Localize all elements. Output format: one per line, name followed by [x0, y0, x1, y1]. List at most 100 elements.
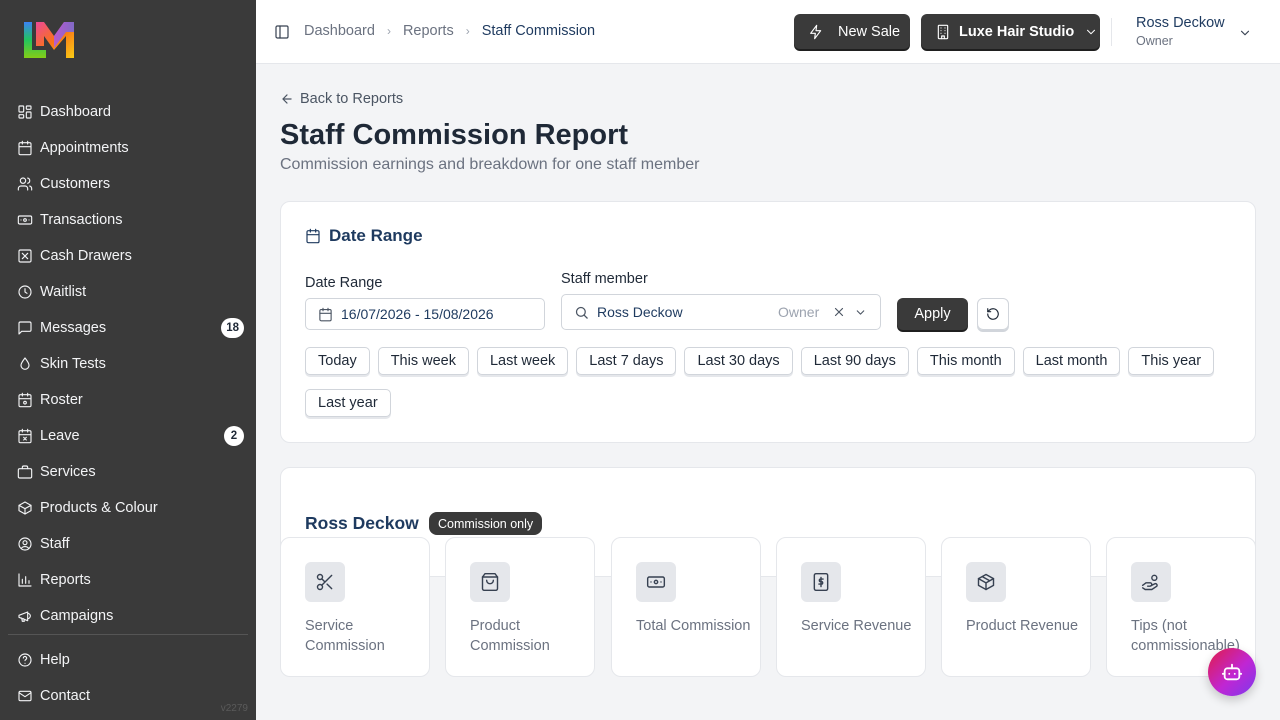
sidebar-item-campaigns[interactable]: Campaigns — [8, 598, 248, 634]
top-bar: Dashboard › Reports › Staff Commission N… — [256, 0, 1280, 64]
studio-label: Luxe Hair Studio — [959, 23, 1075, 40]
apply-button[interactable]: Apply — [897, 298, 968, 330]
preset-this-month[interactable]: This month — [916, 347, 1015, 375]
sidebar-item-label: Waitlist — [40, 284, 87, 300]
sidebar-footer-nav: Help Contact — [8, 642, 248, 714]
sidebar-item-staff[interactable]: Staff — [8, 526, 248, 562]
sidebar-item-label: Leave — [40, 428, 80, 444]
page-subtitle: Commission earnings and breakdown for on… — [280, 156, 700, 173]
new-sale-label: New Sale — [838, 23, 901, 40]
breadcrumb-current: Staff Commission — [481, 23, 596, 39]
calendar-x-icon — [16, 427, 34, 445]
sidebar-item-customers[interactable]: Customers — [8, 166, 248, 202]
sidebar-item-label: Appointments — [40, 140, 129, 156]
preset-last-month[interactable]: Last month — [1022, 347, 1121, 375]
help-icon — [16, 651, 34, 669]
user-circle-icon — [16, 535, 34, 553]
sidebar-toggle-icon[interactable] — [274, 24, 290, 40]
hand-coins-icon — [1131, 562, 1171, 602]
breadcrumb-dashboard[interactable]: Dashboard — [304, 23, 375, 39]
app-logo[interactable] — [22, 20, 76, 60]
preset-last-week[interactable]: Last week — [476, 347, 569, 375]
stat-label: Service Revenue — [801, 618, 912, 634]
staff-name: Ross Deckow — [305, 513, 419, 533]
clear-icon[interactable] — [832, 305, 846, 319]
sidebar-item-contact[interactable]: Contact — [8, 678, 248, 714]
sidebar-item-label: Roster — [40, 392, 83, 408]
studio-switcher-button[interactable]: Luxe Hair Studio — [921, 14, 1100, 49]
stat-label: Product Revenue — [966, 618, 1079, 634]
sidebar-item-waitlist[interactable]: Waitlist — [8, 274, 248, 310]
preset-last-90-days[interactable]: Last 90 days — [800, 347, 909, 375]
calendar-icon — [16, 139, 34, 157]
chevron-down-icon[interactable] — [854, 306, 867, 319]
sidebar-item-transactions[interactable]: Transactions — [8, 202, 248, 238]
chevron-right-icon: › — [465, 24, 470, 38]
sidebar-item-appointments[interactable]: Appointments — [8, 130, 248, 166]
receipt-dollar-icon — [801, 562, 841, 602]
user-name: Ross Deckow — [1136, 15, 1225, 31]
breadcrumb-reports[interactable]: Reports — [402, 23, 454, 39]
roster-icon — [16, 391, 34, 409]
sidebar-item-label: Campaigns — [40, 608, 114, 624]
staff-member-select[interactable]: Ross Deckow Owner — [561, 294, 881, 330]
sidebar-item-label: Skin Tests — [40, 356, 106, 372]
sidebar-item-skin-tests[interactable]: Skin Tests — [8, 346, 248, 382]
user-role: Owner — [1136, 34, 1173, 48]
clock-icon — [16, 283, 34, 301]
stat-label: Product Commission — [470, 618, 550, 654]
assistant-button[interactable] — [1208, 648, 1256, 696]
chevron-down-icon — [1087, 29, 1096, 34]
sidebar-item-roster[interactable]: Roster — [8, 382, 248, 418]
preset-last-30-days[interactable]: Last 30 days — [684, 347, 793, 375]
staff-member-label: Staff member — [561, 271, 648, 287]
shopping-bag-icon — [470, 562, 510, 602]
stat-card-service-revenue: Service Revenue — [776, 537, 926, 677]
sidebar-item-label: Transactions — [40, 212, 123, 228]
sidebar-nav: Dashboard Appointments Customers Transac… — [8, 94, 248, 634]
stat-card-product-revenue: Product Revenue — [941, 537, 1091, 677]
users-icon — [16, 175, 34, 193]
preset-this-year[interactable]: This year — [1128, 347, 1215, 375]
preset-last-7-days[interactable]: Last 7 days — [576, 347, 677, 375]
sidebar-item-label: Help — [40, 652, 70, 668]
bot-icon — [1221, 663, 1243, 681]
preset-this-week[interactable]: This week — [377, 347, 469, 375]
sidebar-item-services[interactable]: Services — [8, 454, 248, 490]
messages-count-badge: 18 — [221, 318, 244, 338]
preset-today[interactable]: Today — [305, 347, 370, 375]
page-title: Staff Commission Report — [280, 119, 629, 151]
sidebar-item-label: Services — [40, 464, 96, 480]
sidebar-item-reports[interactable]: Reports — [8, 562, 248, 598]
bar-chart-icon — [16, 571, 34, 589]
date-presets: Today This week Last week Last 7 days La… — [305, 347, 1235, 417]
staff-member-role: Owner — [778, 304, 820, 320]
preset-last-year[interactable]: Last year — [305, 389, 391, 417]
sidebar-item-dashboard[interactable]: Dashboard — [8, 94, 248, 130]
sidebar-item-messages[interactable]: Messages 18 — [8, 310, 248, 346]
lightning-icon — [810, 24, 822, 39]
date-range-value: 16/07/2026 - 15/08/2026 — [341, 306, 494, 322]
date-range-input[interactable]: 16/07/2026 - 15/08/2026 — [305, 298, 545, 330]
sidebar-item-cash-drawers[interactable]: Cash Drawers — [8, 238, 248, 274]
new-sale-button[interactable]: New Sale — [794, 14, 910, 49]
date-range-heading: Date Range — [305, 226, 423, 246]
staff-member-value: Ross Deckow — [597, 304, 683, 320]
cash-drawer-icon — [16, 247, 34, 265]
chevron-down-icon[interactable] — [1238, 26, 1252, 40]
search-icon — [575, 306, 588, 319]
date-range-title: Date Range — [329, 226, 423, 245]
user-menu[interactable]: Ross Deckow Owner — [1136, 15, 1225, 48]
stat-card-product-commission: Product Commission — [445, 537, 595, 677]
leave-count-badge: 2 — [224, 426, 244, 446]
sidebar-item-leave[interactable]: Leave 2 — [8, 418, 248, 454]
sidebar-item-help[interactable]: Help — [8, 642, 248, 678]
message-icon — [16, 319, 34, 337]
sidebar-item-products[interactable]: Products & Colour — [8, 490, 248, 526]
reset-button[interactable] — [977, 298, 1009, 330]
staff-summary-card: Ross Deckow Commission only — [280, 467, 1256, 577]
building-icon — [937, 24, 949, 39]
date-range-label: Date Range — [305, 275, 383, 291]
app-version: v2279 — [220, 703, 248, 714]
back-to-reports-link[interactable]: Back to Reports — [280, 91, 403, 107]
